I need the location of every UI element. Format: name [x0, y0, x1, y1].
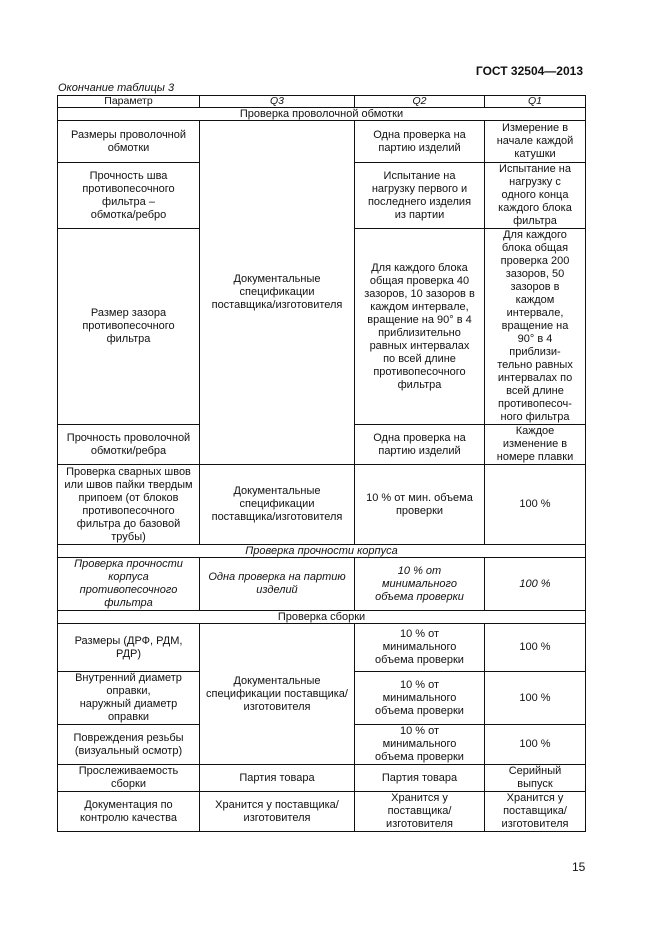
- q1-cell: Хранится у поставщика/ изготовителя: [484, 791, 586, 832]
- table-row: Проверка сварных швов или швов пайки тве…: [57, 464, 586, 545]
- section-title: Проверка прочности корпуса: [57, 544, 586, 558]
- param-cell: Повреждения резьбы (визуальный осмотр): [57, 724, 200, 765]
- q1-cell: 100 %: [484, 623, 586, 672]
- q1-cell: Для каждого блока общая проверка 200 заз…: [484, 228, 586, 425]
- q2-cell: Хранится у поставщика/ изготовителя: [354, 791, 485, 832]
- q2-cell: Испытание на нагрузку первого и последне…: [354, 162, 485, 229]
- table-caption: Окончание таблицы 3: [58, 82, 175, 94]
- q2-cell: 10 % от минимального объема проверки: [354, 557, 485, 611]
- q1-cell: Испытание на нагрузку с одного конца каж…: [484, 162, 586, 229]
- q3-cell: Партия товара: [199, 764, 355, 792]
- column-header: Q2: [354, 95, 485, 108]
- standard-number: ГОСТ 32504—2013: [475, 64, 583, 78]
- q1-cell: 100 %: [484, 671, 586, 725]
- table-header-row: Параметр Q3 Q2 Q1: [57, 95, 586, 108]
- q2-cell: Одна проверка на партию изделий: [354, 424, 485, 465]
- table-row: Прослеживаемость сборки Партия товара Па…: [57, 764, 586, 792]
- param-cell: Внутренний диаметр оправки, наружный диа…: [57, 671, 200, 725]
- q2-cell: 10 % от минимального объема проверки: [354, 724, 485, 765]
- table-row: Размеры проволочной обмотки Документальн…: [57, 120, 586, 465]
- param-cell: Размер зазора противопесочного фильтра: [57, 228, 200, 425]
- q2-cell: Партия товара: [354, 764, 485, 792]
- q3-cell: Документальные спецификации поставщика/ …: [199, 623, 355, 765]
- param-cell: Прочность шва противопесочного фильтра –…: [57, 162, 200, 229]
- table-row: Прочность проволочной обмотки/ребра Одна…: [57, 424, 586, 465]
- param-cell: Проверка прочности корпуса противопесочн…: [57, 557, 200, 611]
- q1-cell: 100 %: [484, 557, 586, 611]
- q2-cell: Одна проверка на партию изделий: [354, 120, 485, 163]
- q2-cell: 10 % от минимального объема проверки: [354, 623, 485, 672]
- q3-cell: Одна проверка на партию изделий: [199, 557, 355, 611]
- section-title: Проверка проволочной обмотки: [57, 107, 586, 121]
- column-header: Q3: [199, 95, 355, 108]
- q1-cell: Каждое изменение в номере плавки: [484, 424, 586, 465]
- table-row: Размеры (ДРФ, РДМ, РДР) Документальные с…: [57, 623, 586, 765]
- param-cell: Документация по контролю качества: [57, 791, 200, 832]
- inspection-table: Параметр Q3 Q2 Q1 Проверка проволочной о…: [57, 95, 586, 832]
- page-number: 15: [572, 860, 586, 874]
- table-row: Внутренний диаметр оправки, наружный диа…: [57, 671, 586, 725]
- section-title: Проверка сборки: [57, 610, 586, 624]
- q1-cell: Серийный выпуск: [484, 764, 586, 792]
- q1-cell: 100 %: [484, 464, 586, 545]
- q2-cell: 10 % от мин. объема проверки: [354, 464, 485, 545]
- table-row: Размер зазора противопесочного фильтра Д…: [57, 228, 586, 425]
- q3-cell: Документальные спецификации поставщика/и…: [199, 464, 355, 545]
- q3-cell: Документальные спецификации поставщика/и…: [199, 120, 355, 465]
- param-cell: Размеры (ДРФ, РДМ, РДР): [57, 623, 200, 672]
- column-header: Параметр: [57, 95, 200, 108]
- table-row: Проверка прочности корпуса противопесочн…: [57, 557, 586, 611]
- q3-cell: Хранится у поставщика/ изготовителя: [199, 791, 355, 832]
- q2-cell: Для каждого блока общая проверка 40 зазо…: [354, 228, 485, 425]
- column-header: Q1: [484, 95, 586, 108]
- q2-cell: 10 % от минимального объема проверки: [354, 671, 485, 725]
- param-cell: Размеры проволочной обмотки: [57, 120, 200, 163]
- param-cell: Прослеживаемость сборки: [57, 764, 200, 792]
- q1-cell: 100 %: [484, 724, 586, 765]
- table-row: Повреждения резьбы (визуальный осмотр) 1…: [57, 724, 586, 765]
- q1-cell: Измерение в начале каждой катушки: [484, 120, 586, 163]
- param-cell: Прочность проволочной обмотки/ребра: [57, 424, 200, 465]
- param-cell: Проверка сварных швов или швов пайки тве…: [57, 464, 200, 545]
- table-row: Документация по контролю качества Хранит…: [57, 791, 586, 832]
